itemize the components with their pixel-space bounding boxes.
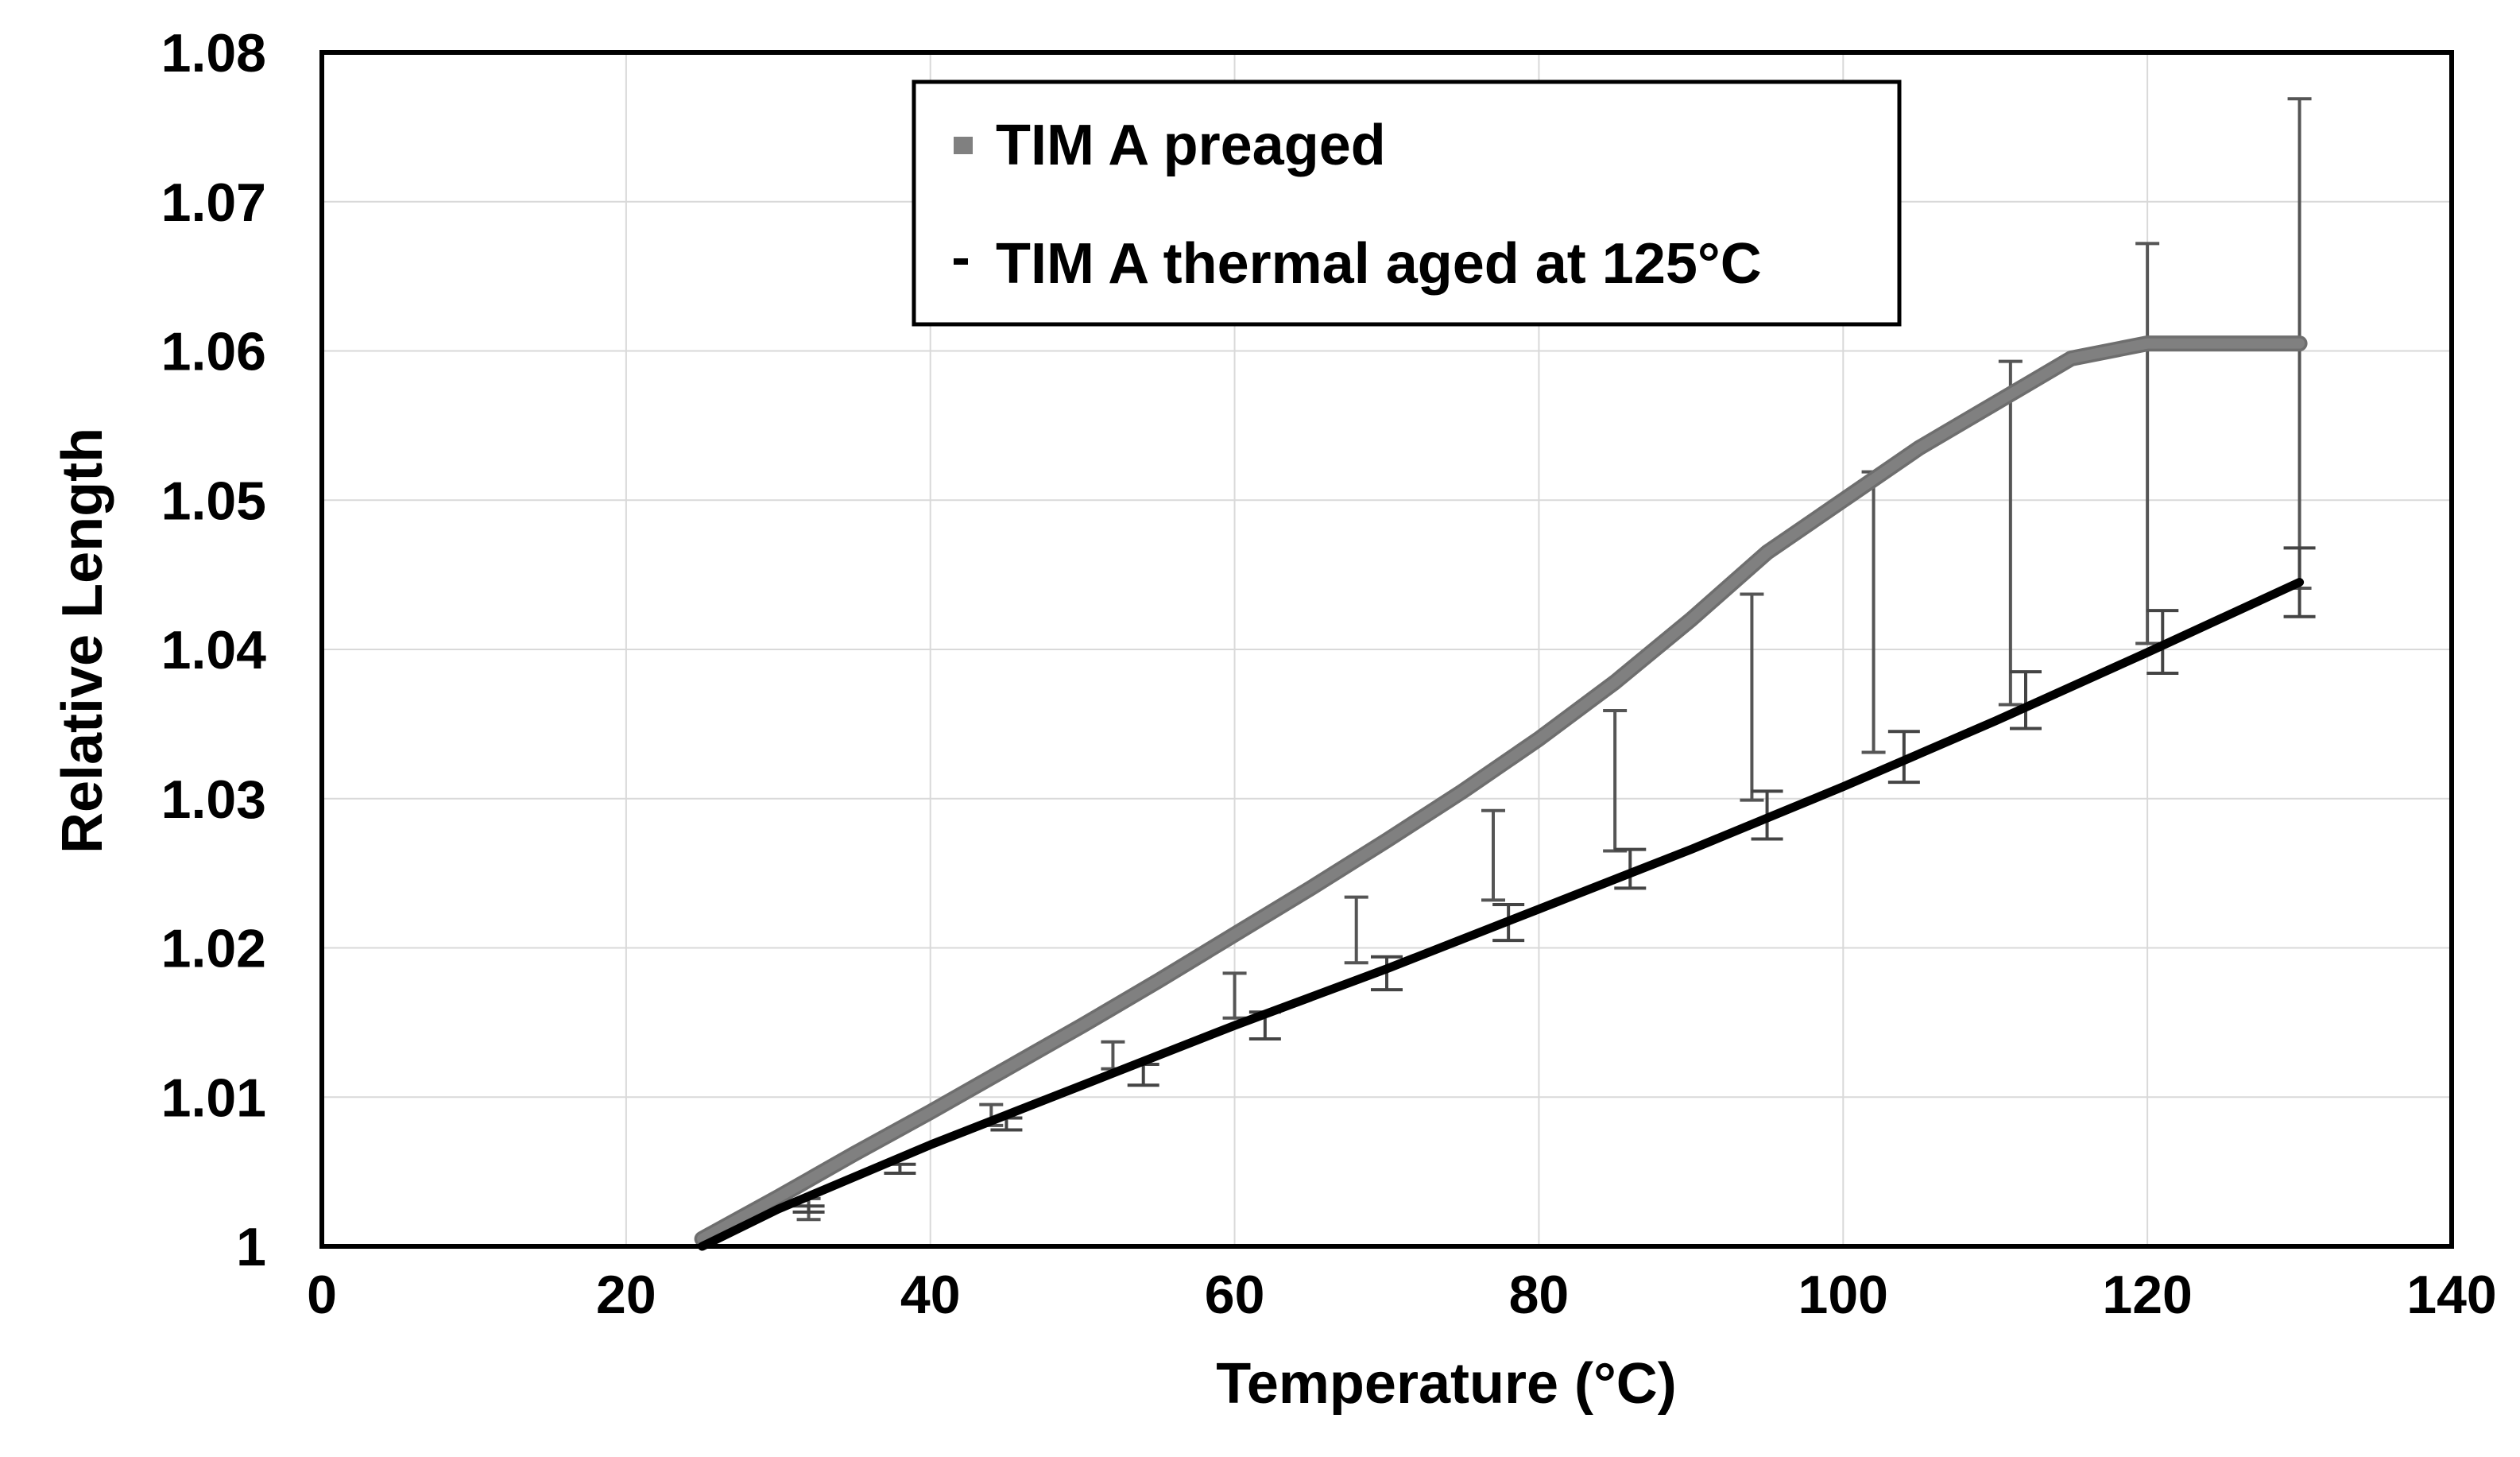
x-tick-label: 80 bbox=[1509, 1265, 1570, 1325]
y-tick-label: 1.06 bbox=[161, 322, 266, 382]
x-tick-label: 40 bbox=[900, 1265, 961, 1325]
y-tick-label: 1.02 bbox=[161, 919, 266, 979]
legend-label-preaged: TIM A preaged bbox=[996, 114, 1386, 177]
legend-box bbox=[912, 79, 1902, 327]
plot-frame bbox=[319, 50, 2454, 1249]
x-tick-label: 60 bbox=[1205, 1265, 1265, 1325]
error-bar bbox=[1998, 359, 2023, 707]
y-tick-label: 1.07 bbox=[161, 172, 266, 233]
error-bar bbox=[1740, 592, 1764, 802]
y-axis-title: Relative Length bbox=[51, 428, 114, 854]
y-tick-label: 1.08 bbox=[161, 23, 266, 83]
error-bar bbox=[792, 1204, 825, 1214]
x-tick-label: 0 bbox=[307, 1265, 337, 1325]
error-bar bbox=[1481, 808, 1505, 902]
data-series bbox=[694, 335, 2308, 1251]
y-tick-label: 1.01 bbox=[161, 1068, 266, 1128]
y-tick-label: 1.03 bbox=[161, 769, 266, 830]
legend-symbol-preaged bbox=[954, 137, 973, 154]
x-tick-label: 120 bbox=[2102, 1265, 2192, 1325]
tick-labels: 0 20 40 60 80 100 120 140 1 1.01 1.02 1.03 1.04 1.05 1… bbox=[161, 23, 2497, 1325]
y-tick-label: 1.04 bbox=[161, 620, 267, 680]
x-tick-label: 20 bbox=[596, 1265, 656, 1325]
error-bar bbox=[2135, 242, 2160, 645]
legend: TIM A preaged TIM A thermal aged at 125°… bbox=[912, 79, 1902, 327]
error-bar bbox=[2010, 670, 2042, 730]
x-axis-title: Temperature (°C) bbox=[1216, 1352, 1677, 1416]
legend-label-aged: TIM A thermal aged at 125°C bbox=[996, 232, 1762, 296]
series-line-aged bbox=[698, 578, 2305, 1251]
x-tick-label: 100 bbox=[1798, 1265, 1888, 1325]
y-tick-label: 1.05 bbox=[161, 471, 266, 531]
legend-symbol-aged bbox=[954, 258, 968, 265]
y-tick-label: 1 bbox=[236, 1217, 266, 1277]
x-tick-label: 140 bbox=[2406, 1265, 2496, 1325]
error-bar bbox=[1344, 895, 1368, 965]
series-line-preaged bbox=[697, 338, 2305, 1245]
